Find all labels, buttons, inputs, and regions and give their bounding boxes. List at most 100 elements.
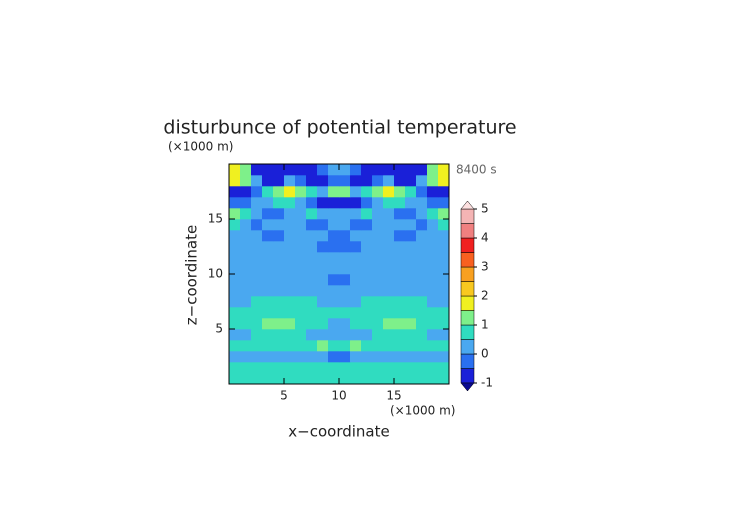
contour-cell	[273, 197, 285, 209]
contour-cell	[251, 252, 263, 264]
contour-cell	[372, 318, 384, 330]
contour-cell	[394, 307, 406, 319]
contour-cell	[427, 362, 439, 374]
contour-cell	[229, 219, 241, 231]
contour-cell	[262, 307, 274, 319]
contour-cell	[350, 197, 362, 209]
contour-cell	[295, 208, 307, 220]
contour-cell	[229, 175, 241, 187]
contour-cell	[350, 241, 362, 253]
contour-cell	[361, 208, 373, 220]
contour-cell	[416, 208, 428, 220]
contour-cell	[350, 175, 362, 187]
contour-cell	[317, 329, 329, 341]
contour-cell	[262, 197, 274, 209]
contour-cell	[284, 307, 296, 319]
contour-cell	[262, 329, 274, 341]
contour-cell	[273, 241, 285, 253]
contour-cell	[295, 373, 307, 385]
contour-cell	[416, 175, 428, 187]
contour-cell	[394, 296, 406, 308]
contour-cell	[394, 175, 406, 187]
contour-cell	[372, 340, 384, 352]
contour-cell	[229, 296, 241, 308]
contour-cell	[240, 230, 252, 242]
contour-cell	[339, 318, 351, 330]
contour-cell	[405, 351, 417, 363]
contour-cell	[284, 263, 296, 275]
contour-cell	[361, 252, 373, 264]
contour-cell	[416, 296, 428, 308]
contour-cell	[251, 175, 263, 187]
contour-cell	[251, 351, 263, 363]
contour-cell	[229, 274, 241, 286]
contour-cell	[317, 340, 329, 352]
contour-cell	[240, 263, 252, 275]
contour-cell	[350, 186, 362, 198]
colorbar-segment	[460, 223, 475, 239]
contour-cell	[284, 340, 296, 352]
contour-cell	[394, 274, 406, 286]
contour-cell	[295, 197, 307, 209]
contour-cell	[240, 274, 252, 286]
contour-cell	[427, 252, 439, 264]
contour-cell	[328, 340, 340, 352]
contour-cell	[229, 230, 241, 242]
contour-cell	[229, 252, 241, 264]
contour-cell	[339, 340, 351, 352]
x-axis-label: x−coordinate	[288, 423, 389, 441]
contour-cell	[240, 186, 252, 198]
contour-cell	[240, 318, 252, 330]
contour-cell	[361, 351, 373, 363]
contour-cell	[438, 285, 450, 297]
contour-cell	[251, 373, 263, 385]
contour-cell	[394, 208, 406, 220]
contour-cell	[405, 340, 417, 352]
contour-cell	[317, 263, 329, 275]
contour-cell	[438, 340, 450, 352]
contour-cell	[394, 197, 406, 209]
contour-cell	[251, 274, 263, 286]
contour-cell	[273, 219, 285, 231]
contour-cell	[405, 186, 417, 198]
contour-cell	[416, 351, 428, 363]
contour-cell	[361, 362, 373, 374]
contour-cell	[427, 175, 439, 187]
contour-cell	[438, 241, 450, 253]
contour-cell	[317, 252, 329, 264]
contour-cell	[427, 230, 439, 242]
contour-cell	[339, 296, 351, 308]
contour-cell	[262, 208, 274, 220]
contour-cell	[372, 186, 384, 198]
contour-cell	[240, 373, 252, 385]
contour-cell	[394, 329, 406, 341]
contour-cell	[295, 307, 307, 319]
contour-cell	[328, 241, 340, 253]
contour-cell	[383, 307, 395, 319]
contour-cell	[350, 230, 362, 242]
contour-cell	[383, 197, 395, 209]
contour-cell	[372, 197, 384, 209]
contour-cell	[295, 285, 307, 297]
contour-cell	[416, 164, 428, 176]
contour-cell	[383, 164, 395, 176]
contour-cell	[438, 263, 450, 275]
contour-cell	[394, 318, 406, 330]
contour-cell	[262, 186, 274, 198]
contour-cell	[240, 296, 252, 308]
contour-cell	[251, 362, 263, 374]
contour-cell	[405, 241, 417, 253]
contour-cell	[328, 175, 340, 187]
contour-cell	[240, 329, 252, 341]
contour-cell	[262, 362, 274, 374]
contour-cell	[328, 263, 340, 275]
contour-cell	[350, 373, 362, 385]
contour-cell	[262, 230, 274, 242]
contour-cell	[438, 208, 450, 220]
contour-cell	[284, 164, 296, 176]
contour-cell	[438, 307, 450, 319]
contour-cell	[240, 351, 252, 363]
contour-cell	[262, 285, 274, 297]
contour-cell	[438, 296, 450, 308]
